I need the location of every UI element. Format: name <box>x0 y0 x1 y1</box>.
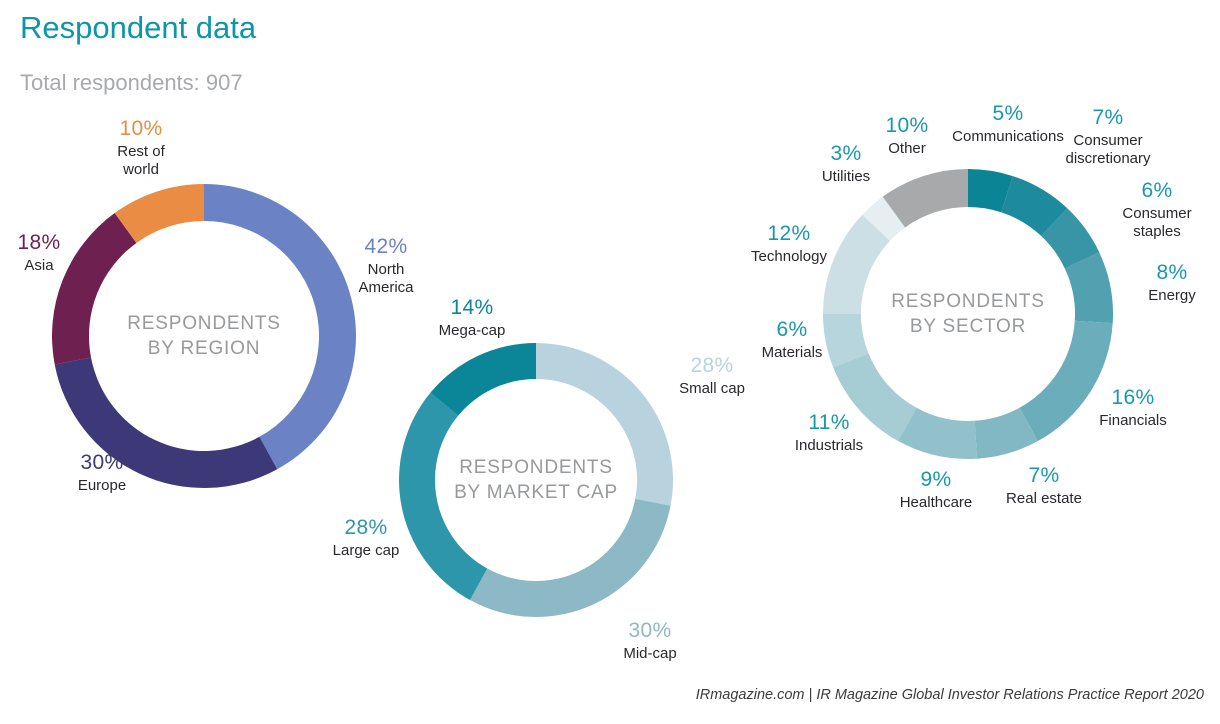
sector-label-other: 10% Other <box>885 114 929 158</box>
sector-pct-value: 5% <box>992 102 1024 125</box>
market-cap-segment-name: Mid-cap <box>623 645 677 663</box>
sector-pct-value: 7% <box>1028 464 1060 487</box>
market-cap-label-small-cap: 28% Small cap <box>679 354 745 398</box>
sector-label-energy: 8% Energy <box>1148 261 1196 305</box>
market-cap-segment-name: Small cap <box>679 380 745 398</box>
sector-label-consumer-discretionary: 7% Consumer discretionary <box>1065 106 1151 167</box>
sector-slice-materials <box>823 314 869 368</box>
market-cap-segment-name: Mega-cap <box>438 322 506 340</box>
sector-segment-name: Industrials <box>794 437 864 455</box>
page-title: Respondent data <box>20 10 257 45</box>
sector-segment-name: Real estate <box>1006 490 1082 508</box>
sector-label-real-estate: 7% Real estate <box>1006 464 1082 508</box>
market-cap-center-label: RESPONDENTS BY MARKET CAP <box>454 456 618 503</box>
sector-label-materials: 6% Materials <box>761 318 823 362</box>
sector-pct-value: 16% <box>1111 386 1155 409</box>
market-cap-slice-mega-cap <box>430 343 536 416</box>
sector-slice-energy <box>1064 252 1113 324</box>
market-cap-donut-chart <box>399 343 673 617</box>
market-cap-label-mega-cap: 14% Mega-cap <box>438 296 506 340</box>
sector-slice-technology <box>823 214 890 314</box>
region-segment-name: Asia <box>24 257 54 275</box>
region-label-europe: 30% Europe <box>77 451 127 495</box>
sector-segment-name: Healthcare <box>899 494 973 512</box>
region-pct-value: 30% <box>80 451 124 474</box>
region-pct-value: 42% <box>364 235 408 258</box>
sector-slice-financials <box>1019 320 1113 442</box>
region-pct-value: 18% <box>17 231 61 254</box>
total-respondents-text: Total respondents: 907 <box>20 70 243 95</box>
sector-segment-name: Other <box>888 140 926 158</box>
market-cap-slice-large-cap <box>399 392 488 601</box>
sector-pct-value: 10% <box>885 114 929 137</box>
sector-center-label: RESPONDENTS BY SECTOR <box>891 290 1045 337</box>
region-segment-name: North America <box>358 261 414 296</box>
sector-pct-value: 8% <box>1156 261 1188 284</box>
sector-label-industrials: 11% Industrials <box>794 411 864 455</box>
sector-pct-value: 9% <box>920 468 952 491</box>
sector-segment-name: Utilities <box>821 168 871 186</box>
market-cap-pct-value: 28% <box>344 516 388 539</box>
sector-segment-name: Energy <box>1148 287 1196 305</box>
sector-pct-value: 12% <box>767 222 811 245</box>
sector-slice-real-estate <box>974 407 1038 459</box>
sector-slice-consumer-discretionary <box>1001 176 1068 236</box>
market-cap-segment-name: Large cap <box>332 542 400 560</box>
market-cap-pct-value: 14% <box>450 296 494 319</box>
region-slice-rest-of-world <box>114 184 204 243</box>
sector-pct-value: 6% <box>776 318 808 341</box>
sector-label-financials: 16% Financials <box>1099 386 1167 430</box>
sector-label-consumer-staples: 6% Consumer staples <box>1122 179 1192 240</box>
sector-segment-name: Consumer staples <box>1122 205 1192 240</box>
market-cap-pct-value: 28% <box>690 354 734 377</box>
sector-segment-name: Communications <box>952 128 1064 146</box>
sector-donut-chart <box>823 169 1113 459</box>
market-cap-label-large-cap: 28% Large cap <box>332 516 400 560</box>
sector-slice-healthcare <box>898 407 978 459</box>
sector-label-communications: 5% Communications <box>952 102 1064 146</box>
source-attribution: IRmagazine.com | IR Magazine Global Inve… <box>695 687 1204 703</box>
sector-pct-value: 3% <box>830 142 862 165</box>
sector-pct-value: 7% <box>1092 106 1124 129</box>
sector-slice-communications <box>968 169 1013 213</box>
region-slice-europe <box>54 357 278 489</box>
sector-slice-industrials <box>833 353 917 442</box>
market-cap-slice-small-cap <box>536 343 673 506</box>
sector-slice-consumer-staples <box>1041 208 1100 269</box>
sector-label-utilities: 3% Utilities <box>821 142 871 186</box>
region-donut-chart <box>51 184 357 489</box>
market-cap-pct-value: 30% <box>628 619 672 642</box>
sector-pct-value: 11% <box>808 411 850 434</box>
region-center-label: RESPONDENTS BY REGION <box>127 312 281 359</box>
region-slice-north-america <box>204 184 357 470</box>
sector-slice-utilities <box>862 196 906 241</box>
market-cap-label-mid-cap: 30% Mid-cap <box>623 619 677 663</box>
sector-segment-name: Consumer discretionary <box>1065 132 1151 167</box>
region-segment-name: Europe <box>77 477 127 495</box>
sector-slice-other <box>882 169 968 228</box>
region-pct-value: 10% <box>119 117 163 140</box>
region-label-north-america: 42% North America <box>358 235 414 296</box>
sector-label-technology: 12% Technology <box>751 222 827 266</box>
sector-label-healthcare: 9% Healthcare <box>899 468 973 512</box>
region-label-asia: 18% Asia <box>17 231 61 275</box>
sector-pct-value: 6% <box>1141 179 1173 202</box>
sector-segment-name: Financials <box>1099 412 1167 430</box>
region-segment-name: Rest of world <box>117 143 165 178</box>
region-label-rest-of-world: 10% Rest of world <box>117 117 165 178</box>
sector-segment-name: Technology <box>751 248 827 266</box>
sector-segment-name: Materials <box>761 344 823 362</box>
market-cap-slice-mid-cap <box>470 498 671 617</box>
region-slice-asia <box>51 213 137 365</box>
